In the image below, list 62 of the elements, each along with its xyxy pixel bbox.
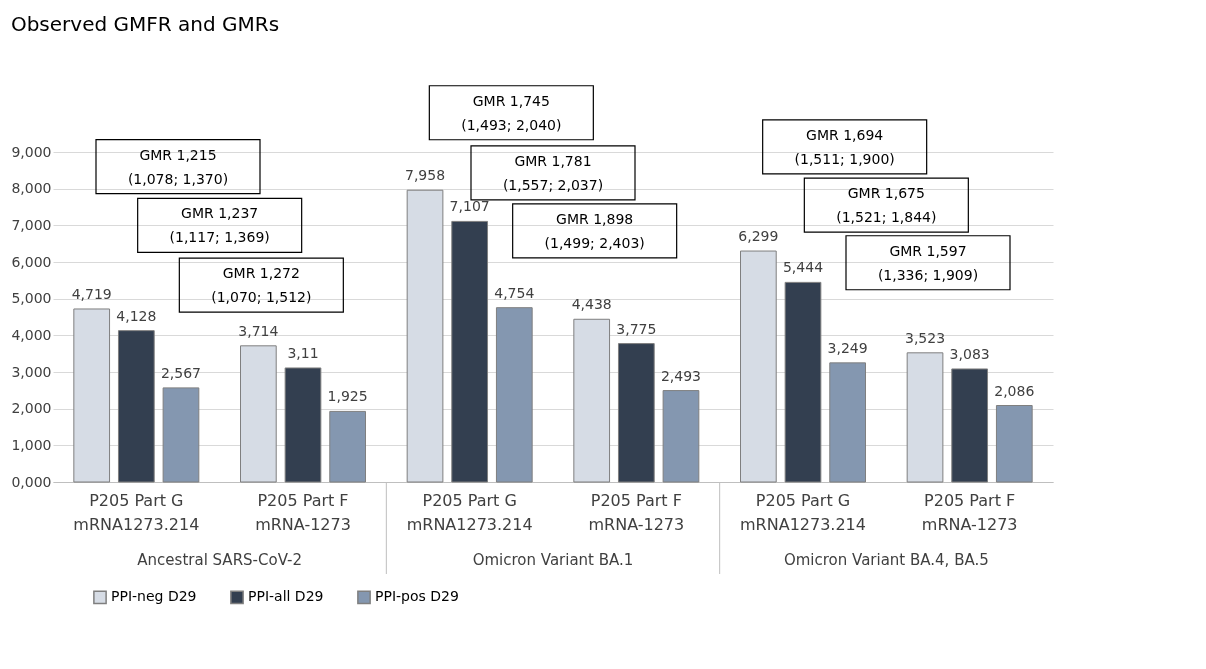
- annotation: GMR 1,237 (1,117; 1,369): [169, 205, 270, 246]
- text: GMR 1,745 (1,493; 2,040): [461, 92, 562, 133]
- bar: [495, 307, 533, 483]
- y-tick-label: 1,000: [11, 436, 52, 453]
- annotation: GMR 1,781 (1,557; 2,037): [502, 152, 604, 193]
- text: Ancestral SARS-CoV-2: [137, 551, 302, 569]
- bar: [829, 362, 866, 483]
- data-label: 2,086: [994, 382, 1035, 399]
- x-tick-label: P205 Part F mRNA-1273: [921, 490, 1018, 534]
- x-tick-label: P205 Part G mRNA1273.214: [73, 490, 200, 534]
- annotation: GMR 1,215 (1,078; 1,370): [127, 146, 229, 187]
- bar: [329, 410, 366, 483]
- data-label: 3,714: [238, 322, 279, 339]
- y-tick-label: 6,000: [11, 253, 52, 270]
- legend-label: PPI-all D29: [248, 588, 324, 605]
- x-tick-label: P205 Part F mRNA-1273: [255, 490, 351, 534]
- data-label: 4,754: [494, 284, 535, 301]
- data-label: 1,925: [327, 388, 368, 405]
- text: Omicron Variant BA.4, BA.5: [783, 551, 989, 569]
- data-label: 6,299: [738, 228, 779, 245]
- bar: [951, 368, 989, 483]
- text: Omicron Variant BA.1: [472, 551, 634, 569]
- y-tick-label: 0,000: [11, 473, 52, 490]
- y-tick-label: 3,000: [11, 363, 52, 380]
- bar: [784, 281, 822, 483]
- legend-label: PPI-pos D29: [375, 588, 459, 605]
- annotation: GMR 1,694 (1,511; 1,900): [794, 126, 895, 167]
- chart-title: Observed GMFR and GMRs: [10, 12, 280, 37]
- y-tick-label: 5,000: [11, 290, 52, 307]
- data-label: 3,775: [616, 320, 657, 337]
- y-tick-label: 2,000: [11, 400, 52, 417]
- data-label: 3,11: [287, 344, 319, 361]
- y-tick-label: 7,000: [11, 216, 52, 233]
- bar: [117, 330, 155, 483]
- bar: [284, 367, 322, 483]
- data-label: 4,438: [571, 296, 612, 313]
- bar: [451, 220, 489, 483]
- y-tick-label: 8,000: [11, 180, 52, 197]
- data-label: 3,083: [949, 345, 990, 362]
- x-tick-label: P205 Part G mRNA1273.214: [740, 490, 866, 534]
- y-tick-label: 4,000: [11, 326, 52, 343]
- data-label: 3,249: [827, 339, 868, 356]
- data-label: 4,719: [71, 285, 112, 302]
- legend-label: PPI-neg D29: [111, 588, 197, 605]
- bar: [162, 387, 200, 483]
- annotation: GMR 1,597 (1,336; 1,909): [877, 242, 979, 283]
- y-tick-label: 9,000: [11, 143, 52, 160]
- x-tick-label: P205 Part G mRNA1273.214: [406, 490, 533, 534]
- annotation: GMR 1,898 (1,499; 2,403): [544, 210, 645, 251]
- bar: [617, 343, 655, 483]
- annotation: GMR 1,675 (1,521; 1,844): [836, 185, 937, 226]
- x-tick-label: P205 Part F mRNA-1273: [588, 490, 685, 534]
- data-label: 5,444: [782, 259, 824, 276]
- bar: [995, 405, 1033, 483]
- annotation: GMR 1,272 (1,070; 1,512): [211, 265, 312, 306]
- data-label: 3,523: [904, 329, 946, 346]
- data-label: 7,958: [404, 167, 446, 184]
- bar: [662, 390, 700, 483]
- data-label: 2,567: [160, 364, 202, 381]
- data-label: 7,107: [449, 198, 490, 215]
- data-label: 2,493: [660, 367, 702, 384]
- data-label: 4,128: [116, 307, 157, 324]
